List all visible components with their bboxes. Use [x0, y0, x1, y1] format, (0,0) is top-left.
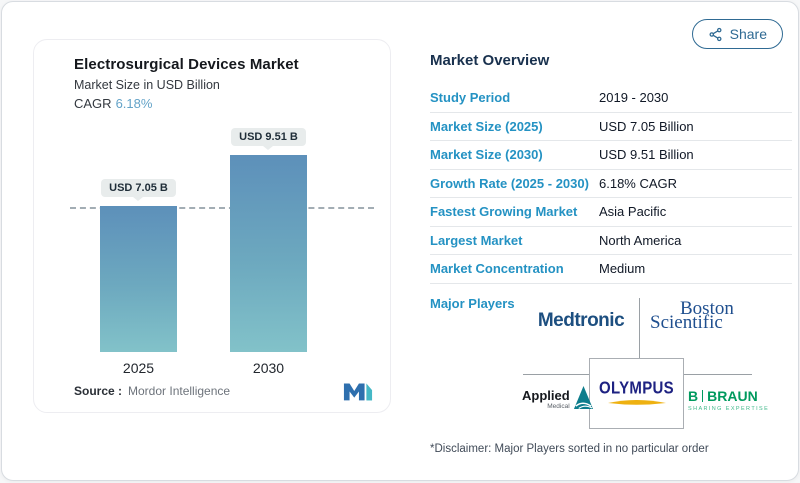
row-label: Market Size (2030) [430, 147, 543, 163]
major-players-label: Major Players [430, 296, 515, 311]
x-axis-label-2025: 2025 [122, 360, 155, 376]
cagr-label: CAGR [74, 96, 112, 111]
disclaimer-text: *Disclaimer: Major Players sorted in no … [430, 443, 709, 455]
row-label: Growth Rate (2025 - 2030) [430, 175, 589, 191]
chart-cagr: CAGR 6.18% [74, 96, 299, 111]
source-label: Source : [74, 384, 123, 398]
source-row: Source : Mordor Intelligence [74, 384, 230, 398]
reference-dashed-line [70, 207, 374, 209]
overview-heading: Market Overview [430, 52, 550, 69]
row-label: Study Period [430, 90, 511, 106]
row-value: Medium [599, 261, 646, 277]
bar-2030[interactable] [230, 155, 307, 352]
overview-table: Study Period 2019 - 2030 Market Size (20… [430, 84, 792, 284]
chart-card: Electrosurgical Devices Market Market Si… [33, 39, 391, 413]
boston-scientific-logo: Boston Scientific [650, 299, 734, 332]
row-value: USD 9.51 Billion [599, 147, 694, 163]
bar-value-badge-2030: USD 9.51 B [231, 128, 306, 146]
bar-column-2030: USD 9.51 B [230, 128, 307, 352]
table-row-market-size-2030: Market Size (2030) USD 9.51 Billion [430, 141, 792, 170]
braun-logo-name: BRAUN [707, 388, 758, 404]
table-row-fastest-growing-market: Fastest Growing Market Asia Pacific [430, 198, 792, 227]
table-row-largest-market: Largest Market North America [430, 227, 792, 255]
row-value: Asia Pacific [599, 204, 667, 220]
players-connector-left [523, 374, 589, 375]
x-axis-label-2030: 2030 [252, 360, 285, 376]
bar-2025[interactable] [100, 206, 177, 352]
chart-title: Electrosurgical Devices Market [74, 56, 299, 73]
mordor-intelligence-logo-icon [343, 380, 373, 407]
table-row-growth-rate: Growth Rate (2025 - 2030) 6.18% CAGR [430, 170, 792, 198]
row-value: North America [599, 232, 682, 248]
olympus-logo-box: OLYMPUS [589, 358, 684, 429]
chart-subtitle: Market Size in USD Billion [74, 78, 220, 92]
table-row-market-size-2025: Market Size (2025) USD 7.05 Billion [430, 113, 792, 141]
overview-panel: Share Market Overview Study Period 2019 … [422, 2, 798, 480]
share-button[interactable]: Share [691, 19, 783, 49]
braun-logo-tagline: SHARING EXPERTISE [688, 406, 770, 412]
b-braun-logo: B BRAUN SHARING EXPERTISE [688, 388, 769, 412]
bar-column-2025: USD 7.05 B [100, 179, 177, 352]
row-label: Fastest Growing Market [430, 204, 578, 220]
cagr-value: 6.18% [115, 96, 153, 111]
applied-logo-line2: Medical [547, 403, 570, 410]
applied-medical-triangle-icon [573, 386, 593, 409]
row-value: USD 7.05 Billion [599, 118, 694, 134]
row-label: Market Size (2025) [430, 118, 543, 134]
share-icon [708, 27, 723, 42]
players-connector-right [684, 374, 752, 375]
share-button-label: Share [729, 26, 767, 42]
braun-logo-divider [702, 390, 704, 402]
olympus-swoosh-icon [607, 400, 666, 405]
row-label: Largest Market [430, 232, 523, 248]
table-row-study-period: Study Period 2019 - 2030 [430, 84, 792, 113]
braun-logo-b: B [688, 388, 699, 404]
table-row-market-concentration: Market Concentration Medium [430, 255, 792, 284]
boston-logo-line2: Scientific [650, 312, 723, 333]
applied-logo-line1: Applied [522, 388, 570, 403]
boston-logo-line1: Boston [680, 298, 734, 319]
row-value: 2019 - 2030 [599, 90, 669, 106]
row-value: 6.18% CAGR [599, 175, 678, 191]
olympus-logo: OLYMPUS [599, 378, 674, 399]
bar-value-badge-2025: USD 7.05 B [101, 179, 176, 197]
chart-titles: Electrosurgical Devices Market Market Si… [74, 56, 299, 111]
players-connector-vertical [639, 298, 640, 358]
medtronic-logo: Medtronic [537, 310, 625, 331]
applied-medical-logo: Applied Medical [522, 385, 594, 410]
source-value: Mordor Intelligence [128, 384, 231, 398]
row-label: Market Concentration [430, 261, 564, 277]
